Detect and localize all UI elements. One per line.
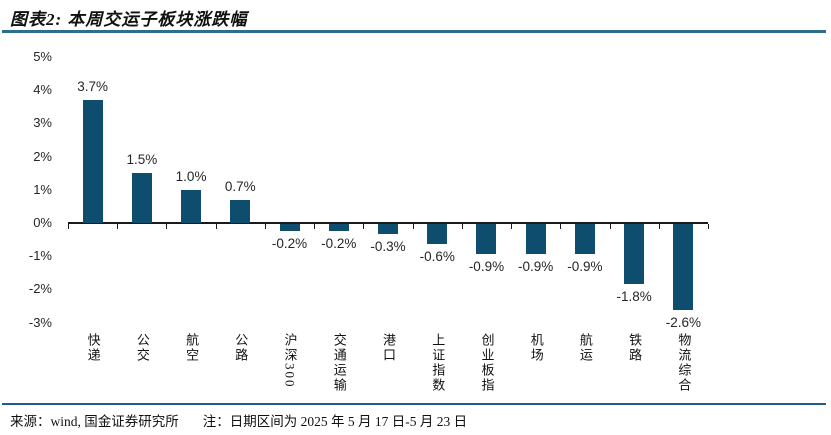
x-axis-category-label: 沪深300 (282, 333, 298, 389)
bar (131, 173, 152, 223)
bar (673, 224, 694, 311)
bar-value-label: -0.6% (419, 248, 455, 264)
y-axis-tick-label: 4% (33, 82, 52, 98)
chart-title: 图表2: 本周交运子板块涨跌幅 (10, 10, 248, 29)
bar (181, 189, 202, 223)
bar-value-label: 1.5% (126, 152, 158, 168)
bar (82, 100, 103, 223)
bar-value-label: -0.9% (567, 258, 603, 274)
axis-tick (264, 224, 266, 229)
axis-tick (560, 224, 562, 229)
bar-value-label: 1.0% (175, 168, 207, 184)
x-axis-line (68, 222, 708, 224)
footer-divider (2, 403, 826, 405)
y-axis-tick-label: 3% (33, 115, 52, 131)
axis-tick (314, 224, 316, 229)
x-axis-category-label: 港口 (381, 333, 396, 363)
bar-value-label: -0.9% (468, 258, 505, 274)
bar (427, 224, 448, 244)
x-axis-category-label: 创业板指 (479, 333, 495, 393)
x-axis-category-label: 航运 (577, 333, 593, 363)
bar (624, 224, 645, 284)
axis-tick (363, 224, 365, 229)
y-axis-tick-label: -1% (28, 248, 52, 264)
bar (525, 224, 546, 254)
footer: 来源：wind, 国金证券研究所 注：日期区间为 2025 年 5 月 17 日… (10, 410, 467, 430)
x-axis-category-label: 铁路 (627, 333, 643, 363)
y-axis-tick-label: 5% (33, 49, 52, 64)
bar-value-label: -0.9% (518, 258, 554, 274)
axis-tick (461, 224, 463, 229)
x-axis-category-label: 上证指数 (430, 333, 446, 393)
x-axis-category-label: 物流综合 (676, 333, 692, 393)
y-axis-tick-label: 0% (33, 215, 52, 230)
x-axis-category-label: 航空 (184, 333, 200, 363)
bar-value-label: 0.7% (224, 178, 256, 194)
bar-value-label: -0.3% (370, 238, 406, 254)
source-note: 来源：wind, 国金证券研究所 (10, 414, 179, 429)
date-note: 注：日期区间为 2025 年 5 月 17 日-5 月 23 日 (202, 414, 468, 429)
x-axis-category-label: 机场 (528, 333, 544, 363)
x-axis-category-label: 公路 (233, 333, 249, 363)
x-axis-category-label: 交通运输 (331, 333, 347, 393)
bar (574, 224, 595, 254)
axis-tick (68, 224, 69, 229)
bar (378, 224, 398, 234)
bar (476, 224, 497, 254)
bar (279, 224, 300, 231)
bar-value-label: 3.7% (77, 79, 108, 95)
axis-tick (708, 224, 709, 229)
axis-tick (166, 224, 168, 229)
x-axis-category-label: 公交 (134, 333, 150, 363)
bar (230, 199, 251, 223)
axis-tick (658, 224, 660, 229)
axis-tick (412, 224, 414, 229)
title-underline (2, 30, 826, 33)
axis-tick (511, 224, 513, 229)
axis-tick (117, 224, 119, 229)
bar-value-label: -2.6% (665, 315, 702, 331)
bar-value-label: -0.2% (271, 235, 308, 251)
axis-tick (215, 224, 217, 229)
x-axis-category-label: 快递 (85, 333, 101, 363)
bar-value-label: -0.2% (321, 235, 357, 251)
y-axis-tick-label: -2% (28, 281, 52, 297)
y-axis-tick-label: 2% (33, 148, 52, 164)
y-axis-tick-label: -3% (28, 314, 52, 330)
bar (328, 224, 349, 231)
axis-tick (609, 224, 611, 229)
y-axis-tick-label: 1% (33, 181, 52, 197)
bar-value-label: -1.8% (616, 288, 652, 304)
